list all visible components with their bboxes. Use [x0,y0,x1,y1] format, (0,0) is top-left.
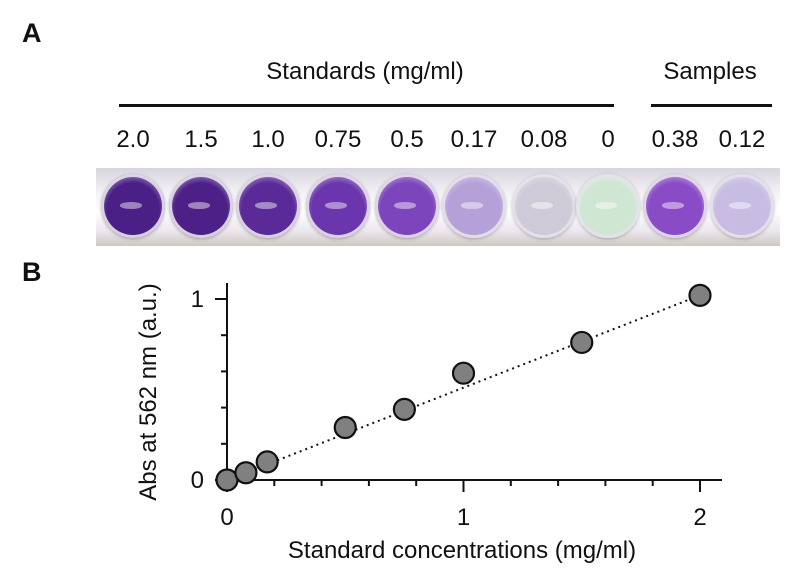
data-point [570,330,594,355]
data-point [392,397,416,422]
standard-label: 2.0 [116,126,150,153]
data-point [688,283,712,307]
sample-label: 0.38 [651,126,699,153]
standard-label: 0 [601,126,615,153]
sample-label: 0.12 [718,126,766,153]
data-point [333,415,357,440]
well [442,174,506,238]
standards-title: Standards (mg/ml) [266,58,464,85]
well [375,174,439,238]
panel-a-label: A [22,18,42,48]
well [236,174,300,238]
well [169,174,233,238]
well [710,174,774,238]
standard-label: 1.5 [184,126,218,153]
standard-label: 0.17 [450,126,498,153]
data-point [451,361,476,385]
samples-title: Samples [663,58,757,85]
well [643,174,707,238]
data-point [234,461,258,485]
trendline [226,294,701,481]
standard-label: 1.0 [251,126,285,153]
standard-label: 0.08 [520,126,568,153]
x-axis-label: Standard concentrations (mg/ml) [288,537,636,564]
panel-b-label: B [22,257,42,287]
x-tick-label: 2 [693,504,706,531]
standards-underline [119,104,614,107]
well-plate-photo [96,168,780,246]
y-tick-label: 1 [191,286,204,313]
samples-underline [651,104,772,107]
y-tick-label: 0 [191,467,204,494]
well [101,174,165,238]
x-tick-label: 0 [220,504,233,531]
data-point [255,450,279,474]
x-tick-label: 1 [457,504,470,531]
standard-label: 0.5 [390,126,424,153]
well [306,174,370,238]
data-points [215,283,712,492]
well [576,174,640,238]
well [512,174,576,238]
axes: 0 1 2 0 1 [191,283,722,531]
standard-label: 0.75 [314,126,362,153]
y-axis-label: Abs at 562 nm (a.u.) [135,283,162,500]
